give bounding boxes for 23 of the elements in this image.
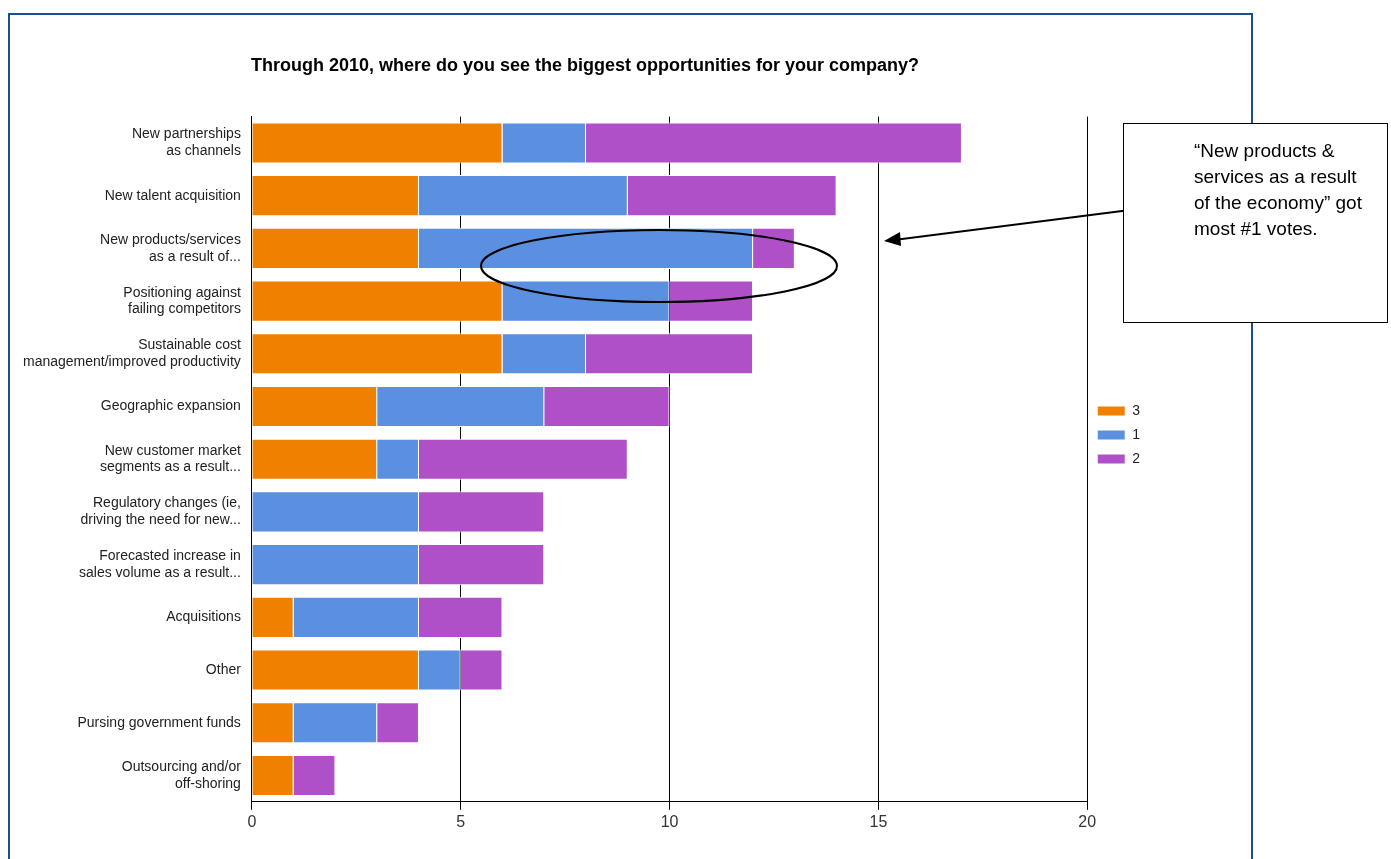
y-tick-label: Outsourcing and/or off-shoring [121,757,242,791]
y-tick-label: Other [205,660,242,677]
text: “New products & services as a result of the economy” got most #1 votes. [1123,123,1388,323]
y-tick-label: Sustainable cost management/improved productivity [22,336,241,370]
y-tick-label: New partnerships as channels [131,125,241,159]
legend-label: 3 [1132,401,1141,418]
y-tick-label: New customer market segments as a result... [100,441,241,475]
y-tick-label: Geographic expansion [100,397,241,414]
y-tick-label: Positioning against failing competitors [123,283,241,317]
x-tick-label: 20 [1078,812,1097,830]
y-tick-label: Regulatory changes (ie, driving the need for new... [80,494,241,528]
chart-title: Through 2010, where do you see the biggest opportunities for your company? [250,54,920,75]
x-tick-label: 15 [869,812,888,830]
y-tick-label: Acquisitions [166,608,241,625]
legend-label: 1 [1132,425,1141,442]
y-tick-label: Pursing government funds [77,713,241,730]
x-tick-label: 5 [456,812,466,830]
y-tick-label: New products/services as a result of... [100,230,241,264]
y-tick-label: New talent acquisition [104,186,241,203]
legend-label: 2 [1132,449,1141,466]
y-tick-label: Forecasted increase in sales volume as a result... [79,547,241,580]
x-tick-label: 10 [660,812,679,830]
x-tick-label: 0 [247,812,257,830]
